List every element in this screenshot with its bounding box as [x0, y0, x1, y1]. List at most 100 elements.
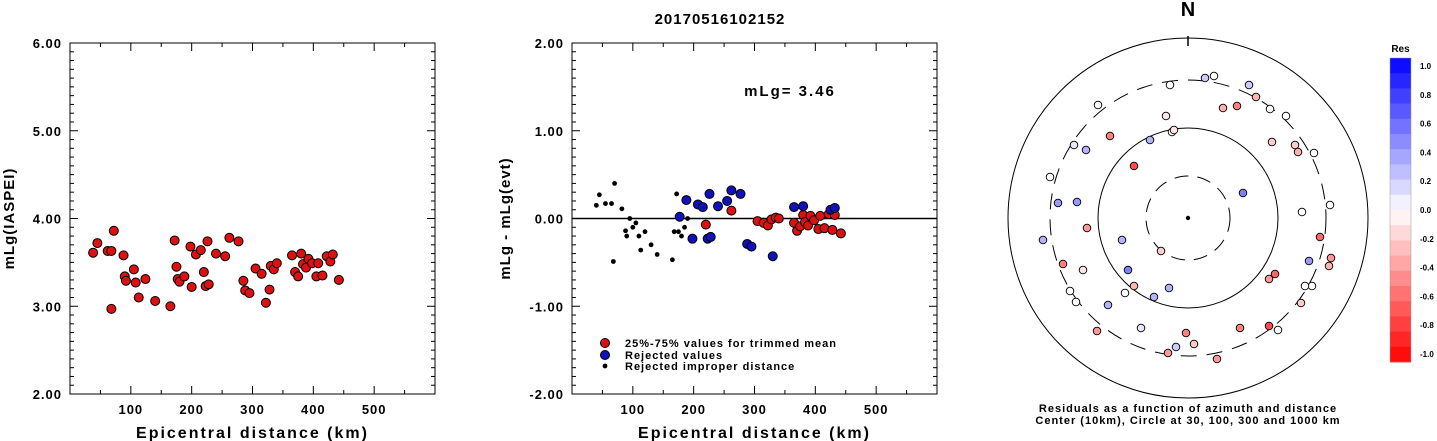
colorbar-cell	[1390, 346, 1411, 363]
residual-point	[1045, 172, 1055, 182]
residual-point	[1244, 80, 1254, 90]
residual-point	[1264, 321, 1274, 331]
range-circle-1000km	[1007, 37, 1369, 399]
data-point	[260, 297, 271, 308]
colorbar-cell	[1390, 88, 1411, 105]
rejected-distance-point	[610, 259, 616, 264]
data-point	[198, 267, 209, 278]
residual-point	[1129, 281, 1139, 291]
x-tick-label: 500	[362, 402, 387, 417]
data-point	[108, 225, 119, 236]
rejected-point	[713, 201, 723, 212]
colorbar-title: Res	[1391, 44, 1410, 55]
legend-entry: Rejected improper distance	[625, 361, 795, 373]
residual-point	[1251, 92, 1261, 102]
residual-point	[1315, 232, 1325, 242]
y-tick-label: 2.00	[535, 36, 564, 51]
mlg-annotation: mLg= 3.46	[744, 83, 836, 100]
residual-point	[1065, 286, 1075, 296]
rejected-point	[798, 201, 809, 212]
y-axis-label-left: mLg(IASPEI)	[1, 168, 18, 270]
residual-point	[1296, 298, 1306, 308]
rejected-distance-point	[654, 252, 660, 257]
data-point	[185, 241, 196, 252]
colorbar-cell	[1390, 103, 1411, 120]
residual-point	[1092, 326, 1102, 336]
residual-point	[1264, 274, 1274, 284]
data-point	[333, 274, 344, 285]
residual-point	[1103, 300, 1113, 310]
rejected-distance-point	[638, 247, 644, 253]
residual-point	[1038, 235, 1048, 245]
data-point	[287, 250, 298, 261]
range-circle-30km	[1145, 175, 1231, 261]
chart-title: 20170516102152	[655, 11, 786, 28]
colorbar-tick-label: 0.8	[1420, 91, 1432, 100]
residual-point	[1120, 288, 1130, 298]
legend-entry: 25%-75% values for trimmed mean	[625, 338, 837, 350]
residual-point	[1232, 101, 1242, 111]
rejected-point	[735, 188, 746, 199]
data-point	[238, 275, 249, 286]
rejected-distance-point	[685, 216, 690, 221]
data-point	[120, 275, 131, 286]
colorbar-cell	[1390, 179, 1411, 196]
colorbar-tick-label: -0.2	[1420, 235, 1434, 244]
colorbar-tick-label: 0.0	[1420, 206, 1432, 215]
colorbar-tick-label: -0.6	[1420, 292, 1434, 301]
range-circle-100km	[1097, 127, 1279, 309]
rejected-point	[687, 233, 698, 244]
residual-point	[1069, 140, 1079, 150]
colorbar-tick-label: -0.4	[1420, 264, 1434, 273]
x-tick-label: 300	[742, 402, 767, 417]
colorbar-cell	[1390, 270, 1411, 287]
rejected-point	[674, 211, 685, 222]
data-point	[220, 251, 231, 262]
colorbar-cell	[1390, 316, 1411, 333]
colorbar-cell	[1390, 118, 1411, 135]
x-tick-label: 500	[864, 402, 889, 417]
x-tick-label: 200	[179, 402, 204, 417]
x-tick-label: 300	[240, 402, 265, 417]
data-point	[264, 284, 275, 295]
y-tick-label: 5.00	[33, 124, 62, 139]
data-point	[140, 274, 151, 285]
residual-point	[1171, 342, 1181, 352]
colorbar-cell	[1390, 255, 1411, 272]
colorbar-cell	[1390, 58, 1411, 74]
y-tick-label: 4.00	[33, 212, 62, 227]
y-tick-label: -1.00	[529, 299, 564, 314]
colorbar-tick-label: 0.6	[1420, 120, 1432, 129]
data-point	[293, 271, 304, 282]
x-tick-label: 100	[118, 402, 143, 417]
residual-point	[1325, 200, 1335, 210]
colorbar-cell	[1390, 331, 1411, 348]
data-point	[92, 238, 103, 249]
data-point	[256, 268, 267, 279]
residual-point	[1304, 256, 1314, 266]
rejected-distance-point	[642, 229, 648, 235]
x-tick-label: 200	[681, 402, 706, 417]
legend-entry: Rejected values	[625, 350, 723, 362]
colorbar-cell	[1390, 73, 1411, 89]
residual-point	[1117, 235, 1127, 245]
x-tick-label: 400	[301, 402, 326, 417]
rejected-distance-point	[593, 202, 599, 208]
data-point	[296, 248, 307, 259]
data-point	[211, 248, 221, 259]
legend-marker	[602, 363, 608, 369]
data-point	[118, 250, 129, 261]
residual-point	[1072, 197, 1082, 207]
residual-point	[1265, 104, 1275, 114]
plot-frame-left	[69, 42, 436, 395]
y-tick-label: 2.00	[33, 387, 62, 402]
residual-point	[1058, 259, 1068, 269]
rejected-distance-point	[648, 242, 654, 248]
data-point	[150, 295, 161, 306]
residual-point	[1105, 131, 1115, 141]
legend-marker	[600, 338, 610, 348]
residual-point	[1200, 73, 1210, 83]
polar-caption-line2: Center (10km), Circle at 30, 100, 300 an…	[1035, 415, 1340, 427]
colorbar-cell	[1390, 225, 1411, 241]
residual-point	[1324, 261, 1334, 271]
